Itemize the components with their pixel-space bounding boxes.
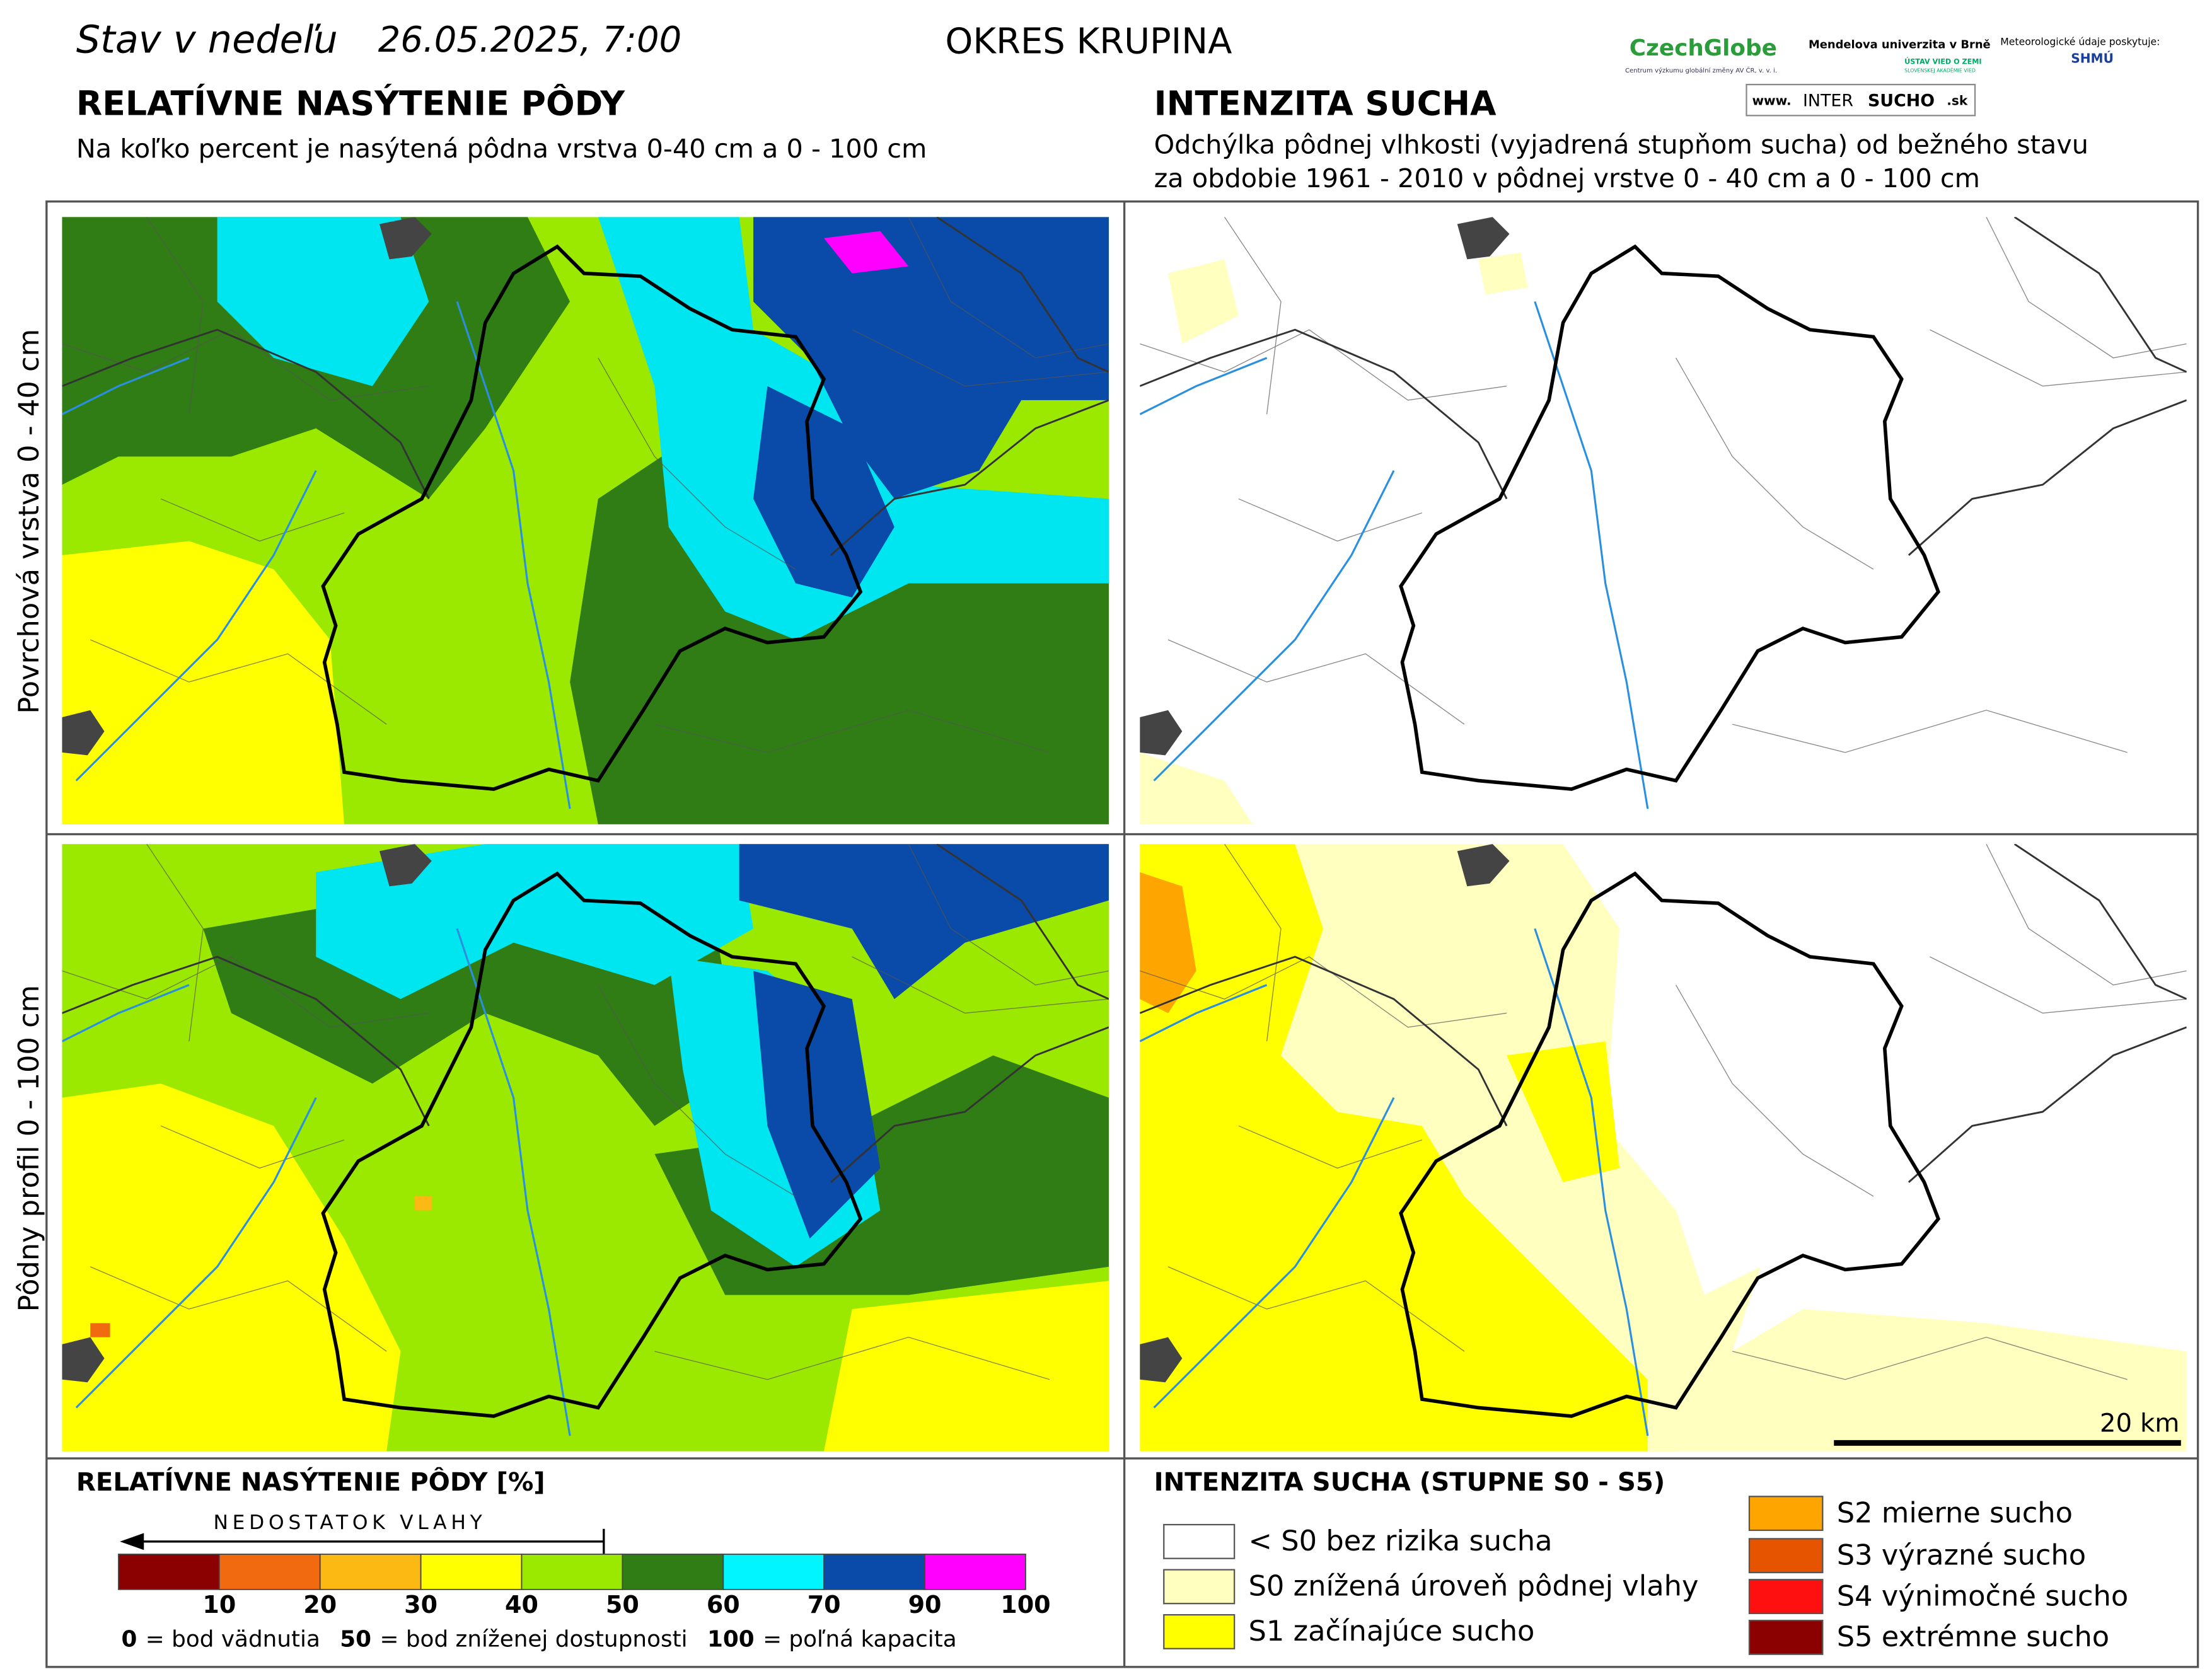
legend-label: S4 výnimočné sucho: [1837, 1579, 2128, 1612]
intersucho-box: [1746, 84, 1976, 117]
colorbar-segment: [622, 1554, 724, 1590]
colorbar-tick: 50: [606, 1591, 639, 1619]
legend-label: S3 výrazné sucho: [1837, 1538, 2086, 1571]
legend-swatch: [1748, 1619, 1824, 1655]
logo-meteo: Meteorologické údaje poskytuje:: [2000, 36, 2160, 48]
colorbar-tick: 90: [908, 1591, 942, 1619]
legend-swatch: [1163, 1523, 1236, 1559]
right-subtitle-1: Odchýlka pôdnej vlhkosti (vyjadrená stup…: [1154, 130, 2088, 160]
colorbar-segment: [319, 1554, 422, 1590]
colorbar-tick: 60: [707, 1591, 740, 1619]
legend-label: S5 extrémne sucho: [1837, 1620, 2109, 1653]
legend-label: < S0 bez rizika sucha: [1249, 1524, 1553, 1557]
note-text: = poľná kapacita: [763, 1626, 957, 1652]
colorbar-tick: 70: [808, 1591, 841, 1619]
colorbar-tick: 10: [202, 1591, 236, 1619]
legend-left-title: RELATÍVNE NASÝTENIE PÔDY [%]: [76, 1466, 545, 1497]
district: OKRES KRUPINA: [945, 21, 1232, 62]
sk: .sk: [1947, 93, 1968, 108]
arrow-label: NEDOSTATOK VLAHY: [214, 1511, 487, 1534]
arrow-head: [120, 1533, 144, 1550]
colorbar-segment: [924, 1554, 1026, 1590]
legend-swatch: [1163, 1569, 1236, 1605]
left-subtitle: Na koľko percent je nasýtená pôdna vrstv…: [76, 134, 927, 164]
frame: [45, 200, 2199, 1668]
map-drought-40: [1140, 217, 2187, 824]
legend-swatch: [1748, 1496, 1824, 1532]
logo-shmu: SHMÚ: [2071, 50, 2114, 66]
right-title: INTENZITA SUCHA: [1154, 83, 1497, 123]
colorbar-tick: 100: [1000, 1591, 1050, 1619]
scale-label: 20 km: [2100, 1409, 2180, 1438]
logo-uvz: ÚSTAV VIED O ZEMI: [1904, 57, 1981, 66]
logo-czechglobe-sub: Centrum výzkumu globální změny AV ČR, v.…: [1625, 66, 1777, 74]
drought-legend: < S0 bez rizika sucha S0 znížená úroveň p…: [1163, 1496, 2128, 1655]
legend-label: S1 začínajúce sucho: [1249, 1614, 1535, 1648]
sucho: SUCHO: [1868, 91, 1935, 110]
logo-mendelu: Mendelova univerzita v Brně: [1809, 38, 1991, 52]
note-text: = bod vädnutia: [146, 1626, 320, 1652]
colorbar-segment: [218, 1554, 321, 1590]
legend-notes: 0 = bod vädnutia 50 = bod zníženej dostupno…: [121, 1626, 956, 1652]
colorbar-tick: 40: [505, 1591, 538, 1619]
www: www.: [1752, 93, 1791, 108]
note-key: 50: [340, 1626, 371, 1652]
right-subtitle-2: za obdobie 1961 - 2010 v pôdnej vrstve 0…: [1154, 163, 1980, 193]
title: Stav v nedeľu: [76, 18, 338, 62]
logo-uvz-sub: SLOVENSKEJ AKADÉMIE VIED: [1904, 66, 1976, 73]
note-text: = bod zníženej dostupnosti: [379, 1626, 687, 1652]
legend-swatch: [1163, 1613, 1236, 1649]
left-title: RELATÍVNE NASÝTENIE PÔDY: [76, 83, 625, 123]
inter: INTER: [1803, 91, 1853, 110]
legend-right-title: INTENZITA SUCHA (STUPNE S0 - S5): [1154, 1468, 1665, 1497]
colorbar-tick: 30: [404, 1591, 437, 1619]
map-drought-100: [1140, 844, 2187, 1452]
colorbar-segment: [521, 1554, 623, 1590]
map-saturation-40: [62, 217, 1109, 824]
row-label: Povrchová vrstva 0 - 40 cm: [12, 329, 45, 714]
logo-czechglobe: CzechGlobe: [1630, 35, 1777, 61]
legend-label: S0 znížená úroveň pôdnej vlahy: [1249, 1569, 1699, 1603]
row-label: Pôdny profil 0 - 100 cm: [12, 985, 45, 1312]
legend-swatch: [1748, 1538, 1824, 1574]
colorbar-tick: 20: [303, 1591, 337, 1619]
colorbar-segment: [118, 1554, 220, 1590]
legend-label: S2 mierne sucho: [1837, 1496, 2073, 1529]
colorbar-segment: [722, 1554, 825, 1590]
colorbar: 10 20 30 40 50 60 70 90 100: [118, 1554, 1051, 1619]
colorbar-segment: [420, 1554, 523, 1590]
legend-swatch: [1748, 1579, 1824, 1614]
map-saturation-100: [62, 844, 1109, 1452]
note-key: 0: [121, 1626, 137, 1652]
note-key: 100: [707, 1626, 755, 1652]
colorbar-segment: [823, 1554, 925, 1590]
date: 26.05.2025, 7:00: [378, 20, 681, 61]
